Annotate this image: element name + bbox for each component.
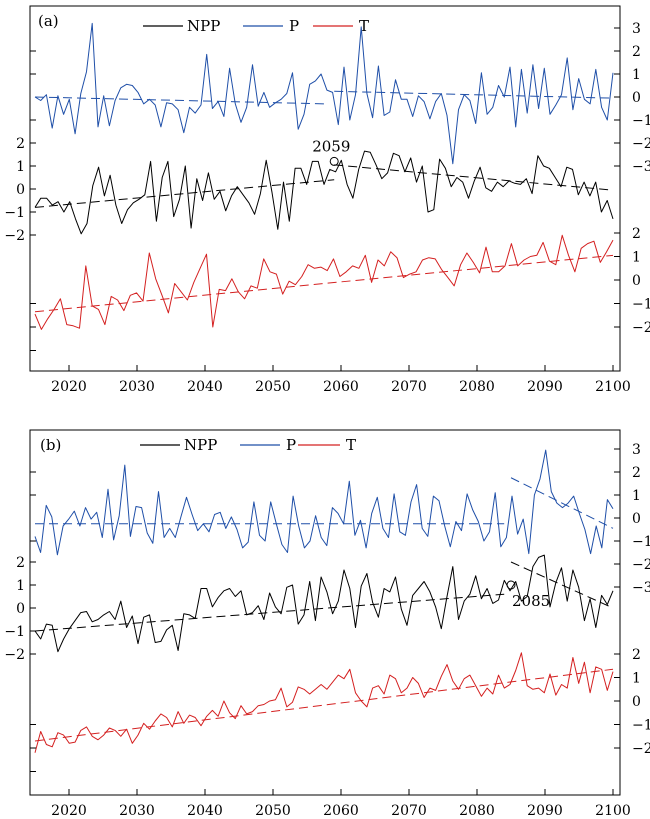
t-tick-label: 1	[632, 671, 641, 687]
series-line-npp	[34, 554, 614, 653]
t-tick-label: 0	[632, 694, 641, 710]
x-tick-label: 2100	[595, 803, 631, 819]
change-point-marker	[329, 156, 339, 166]
p-tick-label: −3	[632, 580, 650, 596]
x-tick-label: 2080	[459, 803, 495, 819]
trend-line-p	[510, 477, 614, 529]
plot-frame	[29, 429, 621, 796]
x-tick-label: 2080	[459, 379, 495, 395]
series-line-p	[34, 449, 614, 556]
legend-label-t: T	[346, 436, 356, 454]
npp-tick-label: −1	[4, 624, 25, 640]
legend-label-p: P	[289, 17, 299, 35]
t-tick-label: −2	[632, 741, 650, 757]
axes: 2020 2030 2040 2050 2060 2070 2080 2090 21003210…	[4, 442, 650, 819]
t-tick-label: −1	[632, 297, 650, 313]
npp-tick-label: 2	[16, 555, 25, 571]
series-lines	[34, 22, 614, 330]
series-line-t	[34, 234, 614, 330]
change-point: 2059	[312, 137, 350, 166]
x-tick-label: 2090	[527, 379, 563, 395]
p-tick-label: −1	[632, 534, 650, 550]
trend-line-t	[34, 254, 614, 313]
trend-line-npp	[34, 593, 505, 632]
x-tick-label: 2020	[51, 379, 87, 395]
change-point-marker	[506, 580, 516, 590]
t-tick-label: −2	[632, 320, 650, 336]
panel-a: (a) NPP P T 2020 2030 2040 2050 2060 2070 2080…	[4, 5, 650, 395]
legend-label-npp: NPP	[184, 436, 217, 454]
legend-label-npp: NPP	[187, 17, 220, 35]
x-tick-label: 2020	[51, 803, 87, 819]
p-tick-label: 1	[632, 488, 641, 504]
p-tick-label: −2	[632, 557, 650, 573]
series-line-npp	[34, 150, 614, 235]
panel-label: (b)	[40, 436, 61, 454]
panel-label: (a)	[38, 12, 59, 30]
x-tick-label: 2040	[187, 803, 223, 819]
trend-line-p	[34, 96, 328, 105]
p-tick-label: 2	[632, 44, 641, 60]
x-tick-label: 2060	[323, 379, 359, 395]
npp-tick-label: −2	[4, 228, 25, 244]
npp-tick-label: 2	[16, 136, 25, 152]
x-tick-label: 2030	[119, 379, 155, 395]
p-tick-label: 0	[632, 511, 641, 527]
legend: NPP P T	[140, 436, 356, 454]
npp-tick-label: 1	[16, 578, 25, 594]
t-tick-label: −1	[632, 718, 650, 734]
x-tick-label: 2040	[187, 379, 223, 395]
p-tick-label: −3	[632, 159, 650, 175]
series-lines	[34, 449, 614, 753]
t-tick-label: 0	[632, 273, 641, 289]
p-tick-label: 1	[632, 67, 641, 83]
p-tick-label: −1	[632, 113, 650, 129]
x-tick-label: 2070	[391, 379, 427, 395]
x-tick-label: 2100	[595, 379, 631, 395]
change-point: 2085	[506, 580, 550, 610]
change-point-label: 2085	[512, 592, 550, 610]
t-tick-label: 2	[632, 647, 641, 663]
npp-tick-label: −2	[4, 647, 25, 663]
legend: NPP P T	[143, 17, 369, 35]
x-tick-label: 2050	[255, 379, 291, 395]
plot-frame	[29, 5, 621, 372]
change-point-label: 2059	[312, 137, 350, 155]
axes: 2020 2030 2040 2050 2060 2070 2080 2090 21003210…	[4, 21, 650, 395]
x-tick-label: 2060	[323, 803, 359, 819]
series-line-p	[34, 22, 614, 165]
x-tick-label: 2050	[255, 803, 291, 819]
t-tick-label: 1	[632, 250, 641, 266]
series-line-t	[34, 652, 614, 753]
p-tick-label: −2	[632, 136, 650, 152]
npp-tick-label: 1	[16, 159, 25, 175]
npp-tick-label: −1	[4, 205, 25, 221]
x-tick-label: 2070	[391, 803, 427, 819]
trend-line-p	[334, 90, 614, 99]
panel-b: (b) NPP P T 2020 2030 2040 2050 2060 2070 2080…	[4, 429, 650, 819]
legend-label-t: T	[359, 17, 369, 35]
x-tick-label: 2030	[119, 803, 155, 819]
p-tick-label: 0	[632, 90, 641, 106]
x-tick-label: 2090	[527, 803, 563, 819]
p-tick-label: 2	[632, 465, 641, 481]
trend-line-npp	[34, 179, 335, 208]
trend-line-npp	[334, 164, 614, 191]
trend-line-npp	[510, 561, 614, 609]
legend-label-p: P	[286, 436, 296, 454]
t-tick-label: 2	[632, 226, 641, 242]
p-tick-label: 3	[632, 442, 641, 458]
trend-lines	[34, 90, 614, 313]
trend-lines	[34, 477, 614, 742]
npp-tick-label: 0	[16, 601, 25, 617]
p-tick-label: 3	[632, 21, 641, 37]
npp-tick-label: 0	[16, 182, 25, 198]
